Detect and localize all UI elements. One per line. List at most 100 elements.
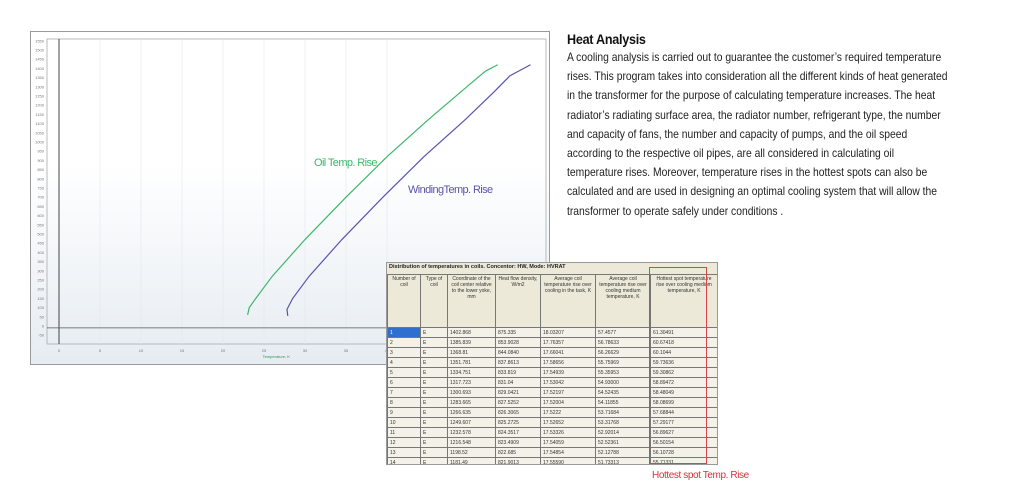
y-tick-label: 750: [37, 186, 44, 191]
table-cell: 1266.635: [447, 407, 496, 418]
y-tick-label: 300: [37, 268, 44, 273]
y-tick-label: 1400: [35, 66, 45, 71]
table-cell: 821.9013: [495, 457, 541, 464]
table-cell: 833.819: [495, 367, 541, 378]
table-cell: 826.3065: [495, 407, 541, 418]
table-cell: 11: [387, 427, 421, 438]
table-row[interactable]: 1 E 1402.868 875.335 18.03207 57.4577 61.30491: [387, 327, 717, 338]
table-cell: 1402.868: [447, 327, 496, 338]
table-cell: E: [420, 387, 448, 398]
column-header: Heat flow density, W/m2: [495, 274, 541, 328]
table-cell: 53.71684: [595, 407, 651, 418]
table-cell: 12: [387, 437, 421, 448]
table-cell: 824.3517: [495, 427, 541, 438]
table-row[interactable]: 5 E 1334.751 833.819 17.54939 55.35953 59.3086…: [387, 367, 717, 378]
table-cell: 1283.665: [447, 397, 496, 408]
table-cell: 56.78633: [595, 337, 651, 348]
table-cell: 17.54059: [540, 437, 596, 448]
oil-temp-rise-label: Oil Temp. Rise: [314, 157, 377, 169]
table-cell: 822.685: [495, 447, 541, 458]
y-tick-label: 650: [37, 204, 44, 209]
data-table: Number of coil Type of coil Coordinate of …: [387, 274, 717, 464]
table-header-row: Number of coil Type of coil Coordinate of …: [387, 274, 717, 328]
table-cell: 54.52435: [595, 387, 651, 398]
x-tick-label: 5: [99, 348, 102, 353]
x-tick-label: 20: [221, 348, 226, 353]
y-tick-label: 900: [37, 158, 44, 163]
table-cell: 7: [387, 387, 421, 398]
table-cell: 17.53042: [540, 377, 596, 388]
table-cell: 17.52004: [540, 397, 596, 408]
column-header: Type of coil: [420, 274, 448, 328]
column-header: Number of coil: [387, 274, 421, 328]
y-tick-label: 950: [37, 149, 44, 154]
table-cell: 3: [387, 347, 421, 358]
table-row[interactable]: 14 E 1181.49 821.9013 17.55590 51.73313 55.713…: [387, 457, 717, 464]
y-tick-label: 150: [37, 296, 44, 301]
y-tick-label: 600: [37, 213, 44, 218]
table-cell: 10: [387, 417, 421, 428]
table-row[interactable]: 10 E 1249.607 825.2725 17.52652 53.31768 57.29…: [387, 417, 717, 428]
table-row[interactable]: 13 E 1198.52 822.685 17.54854 52.12788 56.1072…: [387, 447, 717, 458]
table-cell: 57.4577: [595, 327, 651, 338]
y-tick-label: 50: [40, 314, 45, 319]
y-tick-label: 700: [37, 195, 44, 200]
table-cell: 17.76357: [540, 337, 596, 348]
table-cell: 51.73313: [595, 457, 651, 464]
y-tick-label: 1200: [35, 103, 45, 108]
table-cell: E: [420, 427, 448, 438]
table-cell: 823.4909: [495, 437, 541, 448]
table-cell: 54.93000: [595, 377, 651, 388]
table-cell: 55.75969: [595, 357, 651, 368]
x-tick-label: 15: [180, 348, 185, 353]
table-cell: 853.9028: [495, 337, 541, 348]
table-cell: 53.31768: [595, 417, 651, 428]
table-cell: 55.71331: [650, 457, 717, 464]
table-cell: 837.8613: [495, 357, 541, 368]
table-cell: 52.92014: [595, 427, 651, 438]
table-row[interactable]: 2 E 1385.839 853.9028 17.76357 56.78633 60.674…: [387, 337, 717, 348]
x-tick-label: 30: [303, 348, 308, 353]
temperature-chart: 0510152025303540-50050100150200250300350…: [30, 31, 550, 365]
table-row[interactable]: 7 E 1300.693 829.0421 17.52197 54.52435 58.480…: [387, 387, 717, 398]
table-cell: 52.12788: [595, 447, 651, 458]
table-cell: 5: [387, 367, 421, 378]
section-body: A cooling analysis is carried out to gua…: [567, 50, 948, 218]
heat-analysis-section: Heat Analysis A cooling analysis is carr…: [567, 31, 952, 221]
y-tick-label: 1450: [35, 57, 45, 62]
y-tick-label: -50: [38, 333, 45, 338]
table-cell: E: [420, 377, 448, 388]
y-tick-label: 350: [37, 259, 44, 264]
table-cell: 6: [387, 377, 421, 388]
table-cell: 17.66041: [540, 347, 596, 358]
y-tick-label: 100: [37, 305, 44, 310]
table-cell: 17.52197: [540, 387, 596, 398]
hottest-spot-highlight-box: [649, 267, 707, 464]
winding-temp-rise-label: WindingTemp. Rise: [408, 184, 493, 196]
y-tick-label: 250: [37, 278, 44, 283]
table-cell: 1300.693: [447, 387, 496, 398]
column-header: Average coil temperature rise over cooli…: [540, 274, 596, 328]
table-cell: 14: [387, 457, 421, 464]
table-cell: 1249.607: [447, 417, 496, 428]
y-tick-label: 500: [37, 232, 44, 237]
table-row[interactable]: 8 E 1283.665 827.5252 17.52004 54.11855 58.086…: [387, 397, 717, 408]
table-cell: 1: [387, 327, 421, 338]
table-cell: 1232.578: [447, 427, 496, 438]
table-cell: 844.0840: [495, 347, 541, 358]
table-cell: 1181.49: [447, 457, 496, 464]
y-tick-label: 1250: [35, 94, 45, 99]
y-tick-label: 1350: [35, 75, 45, 80]
table-cell: 1317.723: [447, 377, 496, 388]
y-tick-label: 1000: [35, 140, 45, 145]
table-cell: 52.52361: [595, 437, 651, 448]
table-cell: 17.52652: [540, 417, 596, 428]
table-row[interactable]: 9 E 1266.635 826.3065 17.5222 53.71684 57.6884…: [387, 407, 717, 418]
table-cell: E: [420, 437, 448, 448]
table-cell: E: [420, 367, 448, 378]
table-cell: 54.11855: [595, 397, 651, 408]
table-cell: E: [420, 457, 448, 464]
table-cell: 18.03207: [540, 327, 596, 338]
y-tick-label: 1300: [35, 84, 45, 89]
table-cell: 829.0421: [495, 387, 541, 398]
